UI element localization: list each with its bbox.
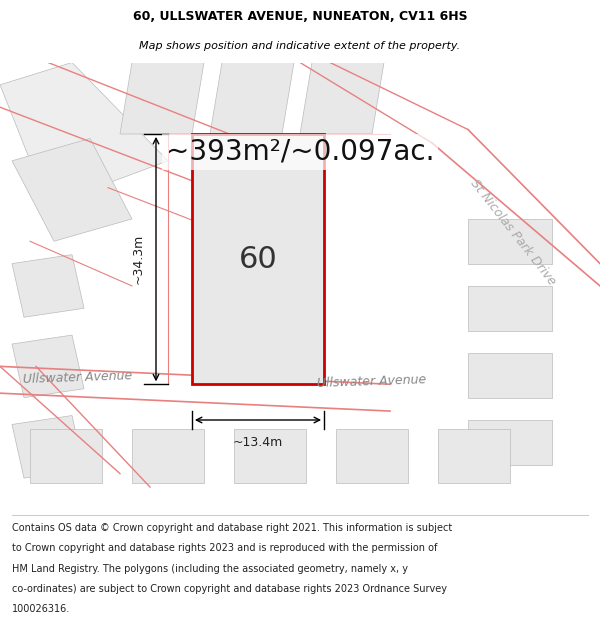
Text: Map shows position and indicative extent of the property.: Map shows position and indicative extent… — [139, 41, 461, 51]
Polygon shape — [468, 286, 552, 331]
Text: Contains OS data © Crown copyright and database right 2021. This information is : Contains OS data © Crown copyright and d… — [12, 523, 452, 533]
Polygon shape — [12, 416, 84, 478]
Text: Ullswater Avenue: Ullswater Avenue — [23, 369, 133, 386]
Text: St Nicolas Park Drive: St Nicolas Park Drive — [467, 177, 559, 288]
Bar — [192, 134, 324, 384]
Polygon shape — [438, 429, 510, 483]
Text: to Crown copyright and database rights 2023 and is reproduced with the permissio: to Crown copyright and database rights 2… — [12, 544, 437, 554]
Polygon shape — [12, 254, 84, 318]
Text: co-ordinates) are subject to Crown copyright and database rights 2023 Ordnance S: co-ordinates) are subject to Crown copyr… — [12, 584, 447, 594]
Text: 60: 60 — [239, 244, 277, 274]
Text: ~13.4m: ~13.4m — [233, 436, 283, 449]
Polygon shape — [120, 62, 204, 134]
Polygon shape — [336, 429, 408, 483]
Polygon shape — [300, 62, 384, 134]
Polygon shape — [468, 420, 552, 465]
Text: ~393m²/~0.097ac.: ~393m²/~0.097ac. — [166, 138, 434, 166]
Polygon shape — [468, 353, 552, 398]
Text: Ullswater Avenue: Ullswater Avenue — [317, 374, 427, 391]
Polygon shape — [210, 62, 294, 134]
Polygon shape — [30, 429, 102, 483]
Polygon shape — [12, 139, 132, 241]
Text: 60, ULLSWATER AVENUE, NUNEATON, CV11 6HS: 60, ULLSWATER AVENUE, NUNEATON, CV11 6HS — [133, 10, 467, 23]
Polygon shape — [12, 335, 84, 398]
Polygon shape — [468, 219, 552, 264]
Text: 100026316.: 100026316. — [12, 604, 70, 614]
Text: ~34.3m: ~34.3m — [131, 234, 145, 284]
Polygon shape — [0, 62, 168, 206]
Text: HM Land Registry. The polygons (including the associated geometry, namely x, y: HM Land Registry. The polygons (includin… — [12, 564, 408, 574]
Polygon shape — [234, 429, 306, 483]
Polygon shape — [132, 429, 204, 483]
